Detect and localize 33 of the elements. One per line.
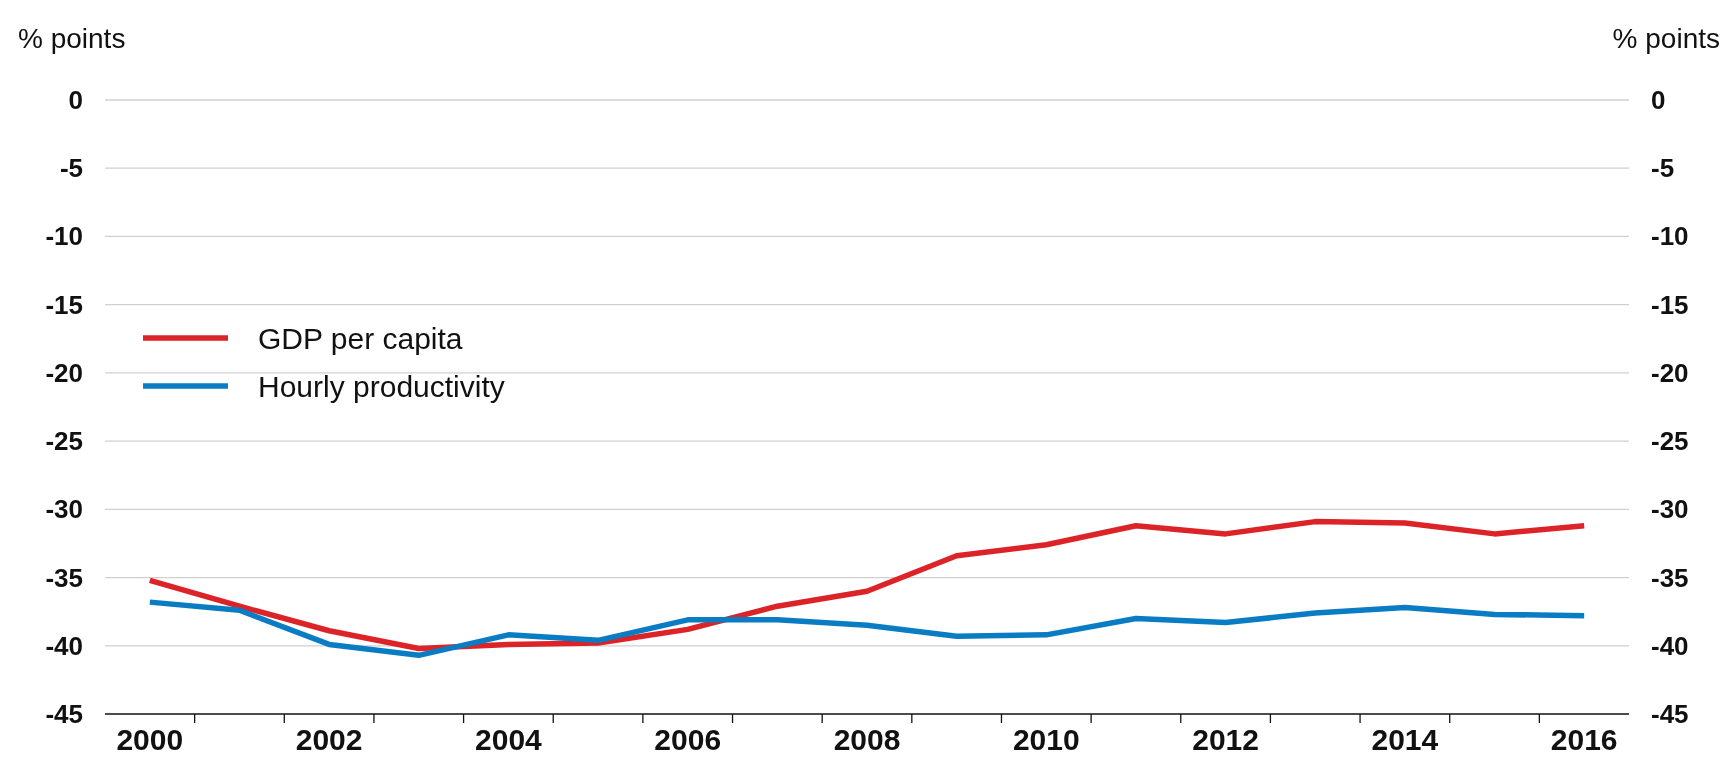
x-tick-label: 2000 [116,723,184,756]
legend-label: GDP per capita [258,321,463,355]
y2-tick-label: -10 [1651,221,1689,252]
y2-tick-label: -15 [1651,289,1689,320]
x-tick-label: 2008 [833,723,901,756]
x-tick-label: 2014 [1371,723,1439,756]
y2-tick-label: -45 [1651,699,1689,729]
x-tick-label: 2002 [295,723,363,756]
y-axis-title: % points [18,23,126,54]
y2-tick-label: -5 [1651,153,1675,184]
x-tick-label: 2012 [1192,723,1259,756]
y-tick-label: 0 [68,85,83,115]
x-tick-label: 2016 [1550,723,1618,756]
x-tick-label: 2006 [654,723,722,756]
y-tick-label: -35 [45,562,83,593]
y-tick-label: -45 [45,699,83,729]
y-tick-label: -30 [45,494,83,525]
y2-tick-label: -25 [1651,426,1689,457]
x-tick-label: 2010 [1012,723,1080,756]
y2-axis-title: % points [1612,23,1720,54]
y2-tick-label: -20 [1651,357,1689,388]
y-tick-label: -10 [45,221,83,252]
y2-tick-label: -40 [1651,630,1689,661]
y2-tick-label: 0 [1651,85,1666,115]
legend-label: Hourly productivity [258,369,505,403]
y2-tick-label: -30 [1651,494,1689,525]
y-tick-label: -20 [45,357,83,388]
y2-tick-label: -35 [1651,562,1689,593]
y-tick-label: -40 [45,630,83,661]
x-tick-label: 2004 [475,723,543,756]
y-tick-label: -25 [45,426,83,457]
y-tick-label: -5 [59,153,83,184]
y-tick-label: -15 [45,289,83,320]
